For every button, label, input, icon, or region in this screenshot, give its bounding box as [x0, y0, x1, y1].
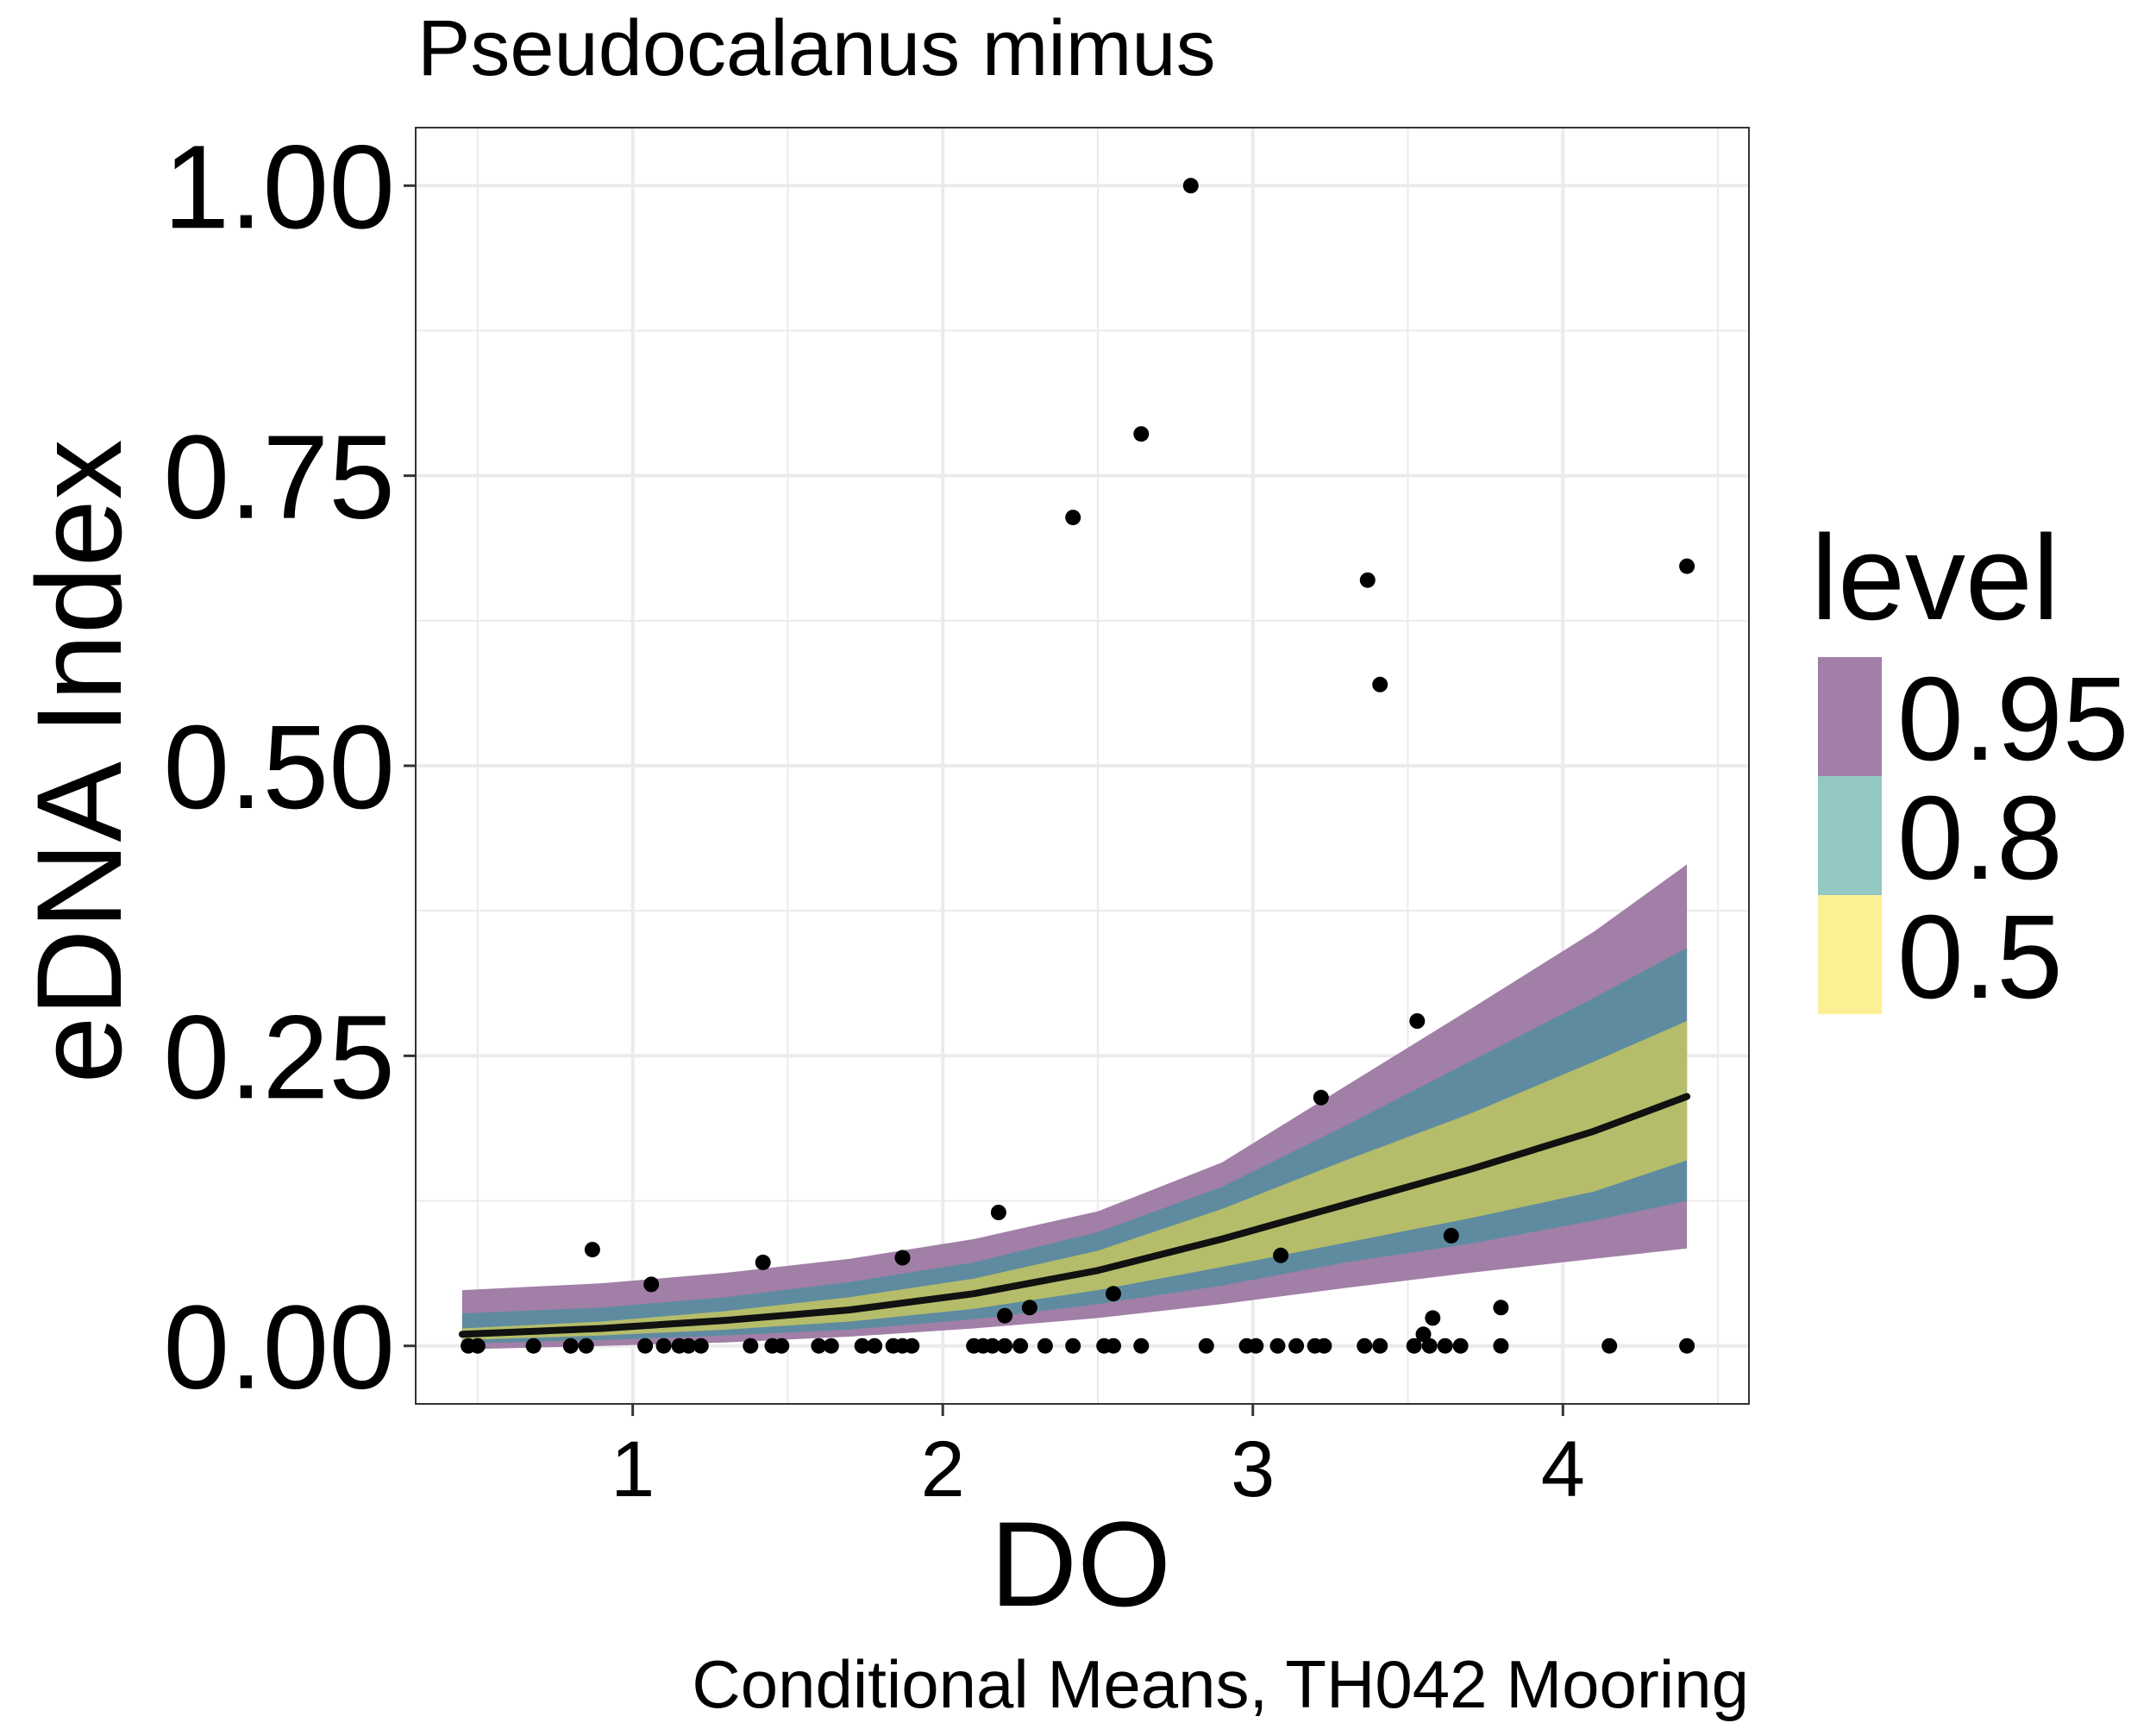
plot-panel: [416, 128, 1749, 1404]
y-tick-label: 0.25: [163, 991, 395, 1124]
x-tick-label: 3: [1231, 1425, 1275, 1513]
data-point: [1316, 1337, 1332, 1354]
x-axis-label: DO: [990, 1496, 1171, 1632]
data-point: [1273, 1247, 1289, 1263]
data-point: [562, 1337, 579, 1354]
data-point: [1679, 1337, 1695, 1354]
axes: 1 2 3 4 0.00 0.25 0.50 0.75 1.00: [163, 121, 1750, 1513]
data-point: [1409, 1013, 1426, 1029]
data-point: [1493, 1300, 1509, 1316]
data-point: [1288, 1337, 1305, 1354]
data-point: [1493, 1337, 1509, 1354]
data-point: [1106, 1337, 1121, 1354]
data-point: [867, 1337, 883, 1354]
data-point: [997, 1307, 1013, 1324]
y-tick-label: 0.50: [163, 701, 395, 834]
data-point: [1133, 426, 1150, 442]
y-tick-label: 0.75: [163, 411, 395, 544]
data-point: [1198, 1337, 1214, 1354]
data-point: [1037, 1337, 1053, 1354]
data-point: [823, 1337, 839, 1354]
data-point: [854, 1337, 870, 1354]
data-point: [1443, 1227, 1459, 1244]
data-point: [1679, 558, 1695, 574]
legend-key: [1818, 895, 1882, 1014]
data-point: [904, 1337, 920, 1354]
y-tick-label: 0.00: [163, 1281, 395, 1414]
data-point: [525, 1337, 542, 1354]
data-point: [637, 1337, 654, 1354]
data-point: [997, 1337, 1013, 1354]
legend-label: 0.5: [1897, 891, 2063, 1024]
data-point: [1182, 178, 1199, 194]
data-point: [1065, 510, 1081, 526]
data-point: [1372, 676, 1388, 692]
data-point: [755, 1254, 771, 1270]
data-point: [1359, 572, 1376, 588]
legend: level 0.950.80.5: [1811, 510, 2129, 1024]
chart-caption: Conditional Means, TH042 Mooring: [692, 1646, 1749, 1722]
data-point: [774, 1337, 790, 1354]
y-axis-label: eDNA Index: [11, 439, 147, 1083]
data-point: [584, 1242, 600, 1258]
data-point: [1021, 1300, 1037, 1316]
x-tick-label: 1: [611, 1425, 655, 1513]
legend-label: 0.8: [1897, 772, 2063, 905]
data-point: [1437, 1337, 1453, 1354]
data-point: [1372, 1337, 1388, 1354]
data-point: [1421, 1337, 1438, 1354]
data-point: [1452, 1337, 1469, 1354]
data-point: [1269, 1337, 1286, 1354]
data-point: [1106, 1286, 1121, 1302]
x-tick-label: 4: [1541, 1425, 1585, 1513]
legend-label: 0.95: [1897, 653, 2129, 786]
data-point: [1248, 1337, 1264, 1354]
data-point: [469, 1337, 486, 1354]
data-point: [1357, 1337, 1373, 1354]
ribbon-80: [461, 948, 1688, 1344]
data-point: [578, 1337, 594, 1354]
data-point: [1406, 1337, 1422, 1354]
chart-title: Pseudocalanus mimus: [417, 4, 1216, 92]
legend-key: [1818, 776, 1882, 895]
data-point: [990, 1205, 1006, 1220]
legend-title: level: [1811, 510, 2059, 645]
x-tick-label: 2: [921, 1425, 965, 1513]
data-point: [984, 1337, 1000, 1354]
data-point: [680, 1337, 697, 1354]
legend-key: [1818, 657, 1882, 776]
data-point: [1065, 1337, 1081, 1354]
mean-line: [458, 1093, 1691, 1338]
data-point: [743, 1337, 759, 1354]
data-point: [643, 1276, 660, 1293]
data-point: [1012, 1337, 1029, 1354]
data-point: [655, 1337, 672, 1354]
data-point: [1415, 1326, 1432, 1343]
data-point: [1601, 1337, 1618, 1354]
data-point: [693, 1337, 709, 1354]
data-point: [1133, 1337, 1150, 1354]
data-point: [1425, 1310, 1441, 1326]
data-point: [894, 1250, 911, 1266]
data-point: [1313, 1089, 1329, 1106]
data-point: [811, 1337, 827, 1354]
y-tick-label: 1.00: [163, 121, 395, 254]
